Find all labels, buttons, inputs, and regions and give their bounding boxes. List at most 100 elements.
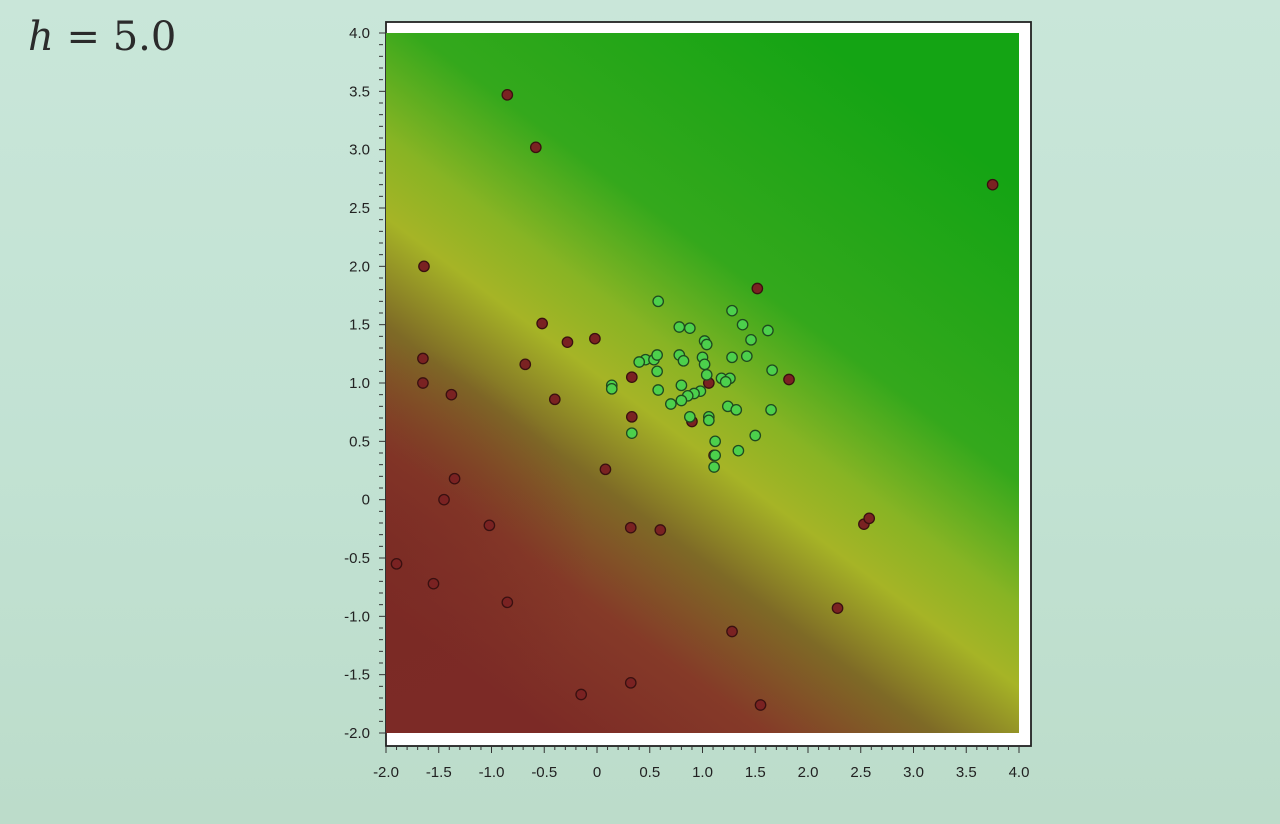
red-class-point (783, 373, 795, 386)
y-tick-label: -0.5 (344, 550, 370, 567)
red-class-point (863, 512, 876, 525)
x-tick-label: 2.0 (798, 764, 819, 781)
y-tick-label: 3.5 (349, 83, 370, 100)
x-tick-label: 3.5 (956, 764, 977, 781)
title-value: = 5.0 (53, 14, 177, 60)
red-class-point (519, 358, 532, 371)
red-class-point (625, 410, 638, 423)
green-class-point (683, 410, 696, 423)
green-class-point (700, 368, 713, 381)
red-class-point (624, 676, 637, 689)
green-class-point (652, 295, 665, 308)
green-class-point (651, 365, 663, 378)
red-class-point (751, 282, 764, 295)
y-tick-label: -1.5 (344, 667, 370, 684)
green-class-point (709, 449, 722, 462)
red-class-point (625, 371, 638, 384)
red-class-point (548, 393, 561, 406)
x-tick-label: 1.0 (692, 764, 713, 781)
green-class-point (675, 379, 688, 392)
red-class-point (575, 688, 588, 701)
x-axis-ticks: -2.0 -1.5 -1.0 -0.5 0 0.5 1.0 1.5 2.0 2.5 3.0 3.5 4.… (373, 764, 1029, 781)
red-class-point (624, 521, 637, 534)
red-class-point (726, 625, 738, 638)
title-variable: h (28, 14, 54, 60)
red-class-point (529, 141, 542, 154)
x-tick-label: 2.5 (850, 764, 871, 781)
green-class-point (652, 384, 665, 396)
red-class-point (589, 332, 601, 345)
y-tick-label: 1.5 (349, 317, 370, 334)
y-tick-label: -1.0 (344, 608, 370, 625)
green-class-point (740, 350, 753, 363)
green-class-point (633, 356, 646, 368)
red-class-point (427, 577, 440, 590)
red-class-point (599, 463, 612, 476)
red-class-point (483, 519, 496, 532)
green-class-point (709, 435, 722, 448)
x-tick-label: 0.5 (639, 764, 660, 781)
red-class-point (501, 596, 514, 609)
slide-title: h = 5.0 (28, 14, 176, 60)
green-class-point (625, 427, 638, 440)
x-tick-label: -0.5 (531, 764, 557, 781)
green-class-point (700, 338, 713, 351)
red-class-point (438, 493, 450, 506)
y-tick-label: 2.0 (349, 258, 370, 275)
y-tick-label: 2.5 (349, 200, 370, 217)
green-class-point (765, 403, 777, 416)
green-class-point (683, 322, 696, 335)
data-points (390, 88, 999, 711)
red-class-point (418, 260, 430, 273)
green-class-point (749, 429, 762, 442)
y-tick-label: 3.0 (349, 142, 370, 159)
green-class-point (730, 403, 743, 416)
red-class-point (501, 88, 514, 101)
y-tick-label: 1.0 (349, 375, 370, 392)
y-tick-label: -2.0 (344, 725, 370, 742)
red-class-point (831, 602, 844, 615)
red-class-point (417, 377, 429, 389)
green-class-point (745, 333, 757, 346)
red-class-point (986, 178, 999, 191)
green-class-point (698, 358, 711, 371)
y-axis-ticks: -2.0 -1.5 -1.0 -0.5 0 0.5 1.0 1.5 2.0 2.5 3.0 3.5 4.… (344, 25, 370, 742)
green-class-point (605, 382, 618, 395)
green-class-point (708, 461, 720, 473)
x-tick-label: 0 (593, 764, 601, 781)
green-class-point (702, 414, 715, 427)
red-class-point (417, 352, 429, 365)
x-tick-label: -2.0 (373, 764, 399, 781)
x-tick-label: 4.0 (1009, 764, 1030, 781)
green-class-point (651, 349, 663, 361)
y-tick-label: 0 (362, 492, 370, 509)
green-class-point (766, 364, 778, 377)
green-class-point (673, 321, 686, 333)
red-class-point (654, 524, 667, 536)
y-minor-ticks (379, 32, 386, 734)
red-class-point (445, 388, 458, 401)
x-tick-label: 1.5 (745, 764, 766, 781)
green-class-point (719, 375, 732, 388)
x-tick-label: -1.5 (426, 764, 452, 781)
green-class-point (726, 351, 738, 364)
green-class-point (664, 398, 677, 410)
x-tick-label: 3.0 (903, 764, 924, 781)
red-class-point (561, 336, 574, 349)
green-class-point (675, 394, 688, 407)
y-tick-label: 0.5 (349, 433, 370, 450)
green-class-point (732, 444, 745, 457)
y-tick-label: 4.0 (349, 25, 370, 42)
red-class-point (390, 557, 403, 570)
green-class-point (762, 324, 774, 337)
red-class-point (448, 472, 461, 485)
decision-surface-red-region (386, 33, 1019, 733)
x-tick-label: -1.0 (479, 764, 505, 781)
red-class-point (536, 317, 548, 330)
x-minor-ticks (385, 746, 1020, 753)
red-class-point (754, 699, 767, 711)
green-class-point (726, 304, 738, 317)
green-class-point (677, 354, 690, 367)
green-class-point (736, 318, 749, 331)
